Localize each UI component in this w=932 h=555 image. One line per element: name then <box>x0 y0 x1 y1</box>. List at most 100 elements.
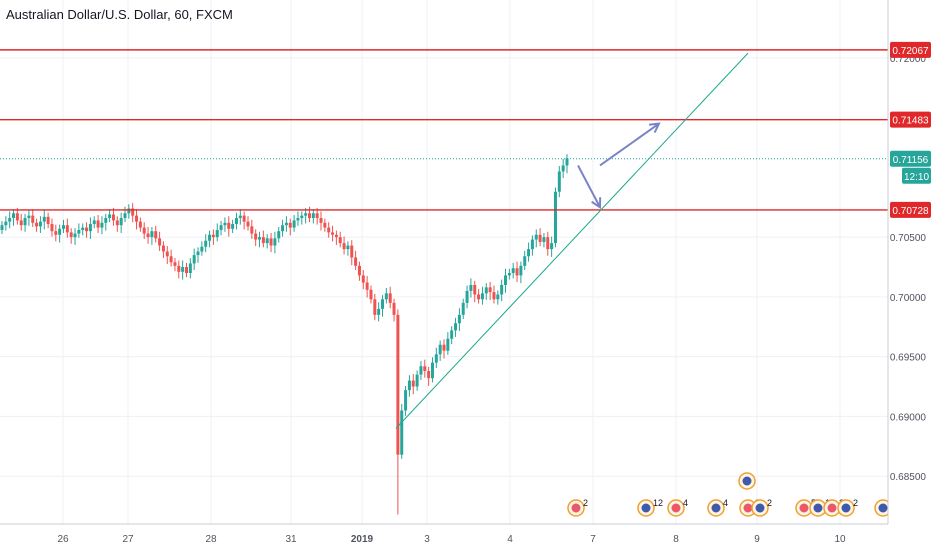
candle-body <box>46 216 50 225</box>
time-tick-label: 27 <box>122 534 134 545</box>
horizontal-levels <box>0 49 888 211</box>
candle-body <box>23 218 27 226</box>
countdown-label: 12:10 <box>904 172 929 183</box>
candle-body <box>181 267 185 272</box>
candle-body <box>192 255 196 264</box>
candle-body <box>31 215 35 223</box>
candle-body <box>304 213 308 216</box>
event-count-label: 2 <box>583 498 588 508</box>
candle-body <box>154 231 158 239</box>
candle-body <box>215 229 219 238</box>
price-tick-label: 0.70500 <box>890 233 927 244</box>
candle-body <box>454 323 458 331</box>
candle-body <box>484 287 488 294</box>
candle-body <box>419 366 423 375</box>
candle-body <box>465 290 469 303</box>
candle-body <box>319 218 323 223</box>
candle-body <box>504 275 508 285</box>
candle-body <box>457 314 461 324</box>
candle-body <box>511 268 515 274</box>
candle-body <box>469 284 473 291</box>
candle-body <box>119 218 123 226</box>
event-count-label: 2 <box>853 498 858 508</box>
candle-body <box>177 265 181 272</box>
candle-body <box>515 268 519 276</box>
candle-body <box>338 237 342 244</box>
candle-body <box>292 220 296 228</box>
candle-body <box>38 221 42 227</box>
candle-body <box>158 238 162 246</box>
time-tick-label: 10 <box>834 534 846 545</box>
candle-body <box>15 213 19 221</box>
candle-body <box>354 257 358 266</box>
candle-body <box>327 227 331 233</box>
event-count-label: 12 <box>653 498 663 508</box>
candle-body <box>477 294 481 300</box>
candle-body <box>100 222 104 228</box>
countdown-tag <box>902 167 931 184</box>
event-count-label: 2 <box>767 498 772 508</box>
candle-body <box>165 251 169 257</box>
time-tick-label: 2019 <box>351 534 374 545</box>
candle-body <box>296 218 300 221</box>
candle-body <box>311 213 315 219</box>
event-flag-icon <box>827 503 837 513</box>
candle-body <box>392 302 396 315</box>
arrow-head <box>591 197 602 210</box>
level-price-tag <box>890 201 931 218</box>
candle-body <box>496 294 500 300</box>
candle-body <box>69 232 73 238</box>
candle-body <box>331 232 335 235</box>
candle-body <box>231 224 235 229</box>
candle-body <box>42 216 46 222</box>
candle-body <box>142 227 146 234</box>
drawings <box>395 52 749 429</box>
candle-body <box>561 165 565 172</box>
candle-body <box>0 225 4 230</box>
price-tick-label: 0.69500 <box>890 353 927 364</box>
candle-body <box>81 227 85 230</box>
candle-body <box>265 238 269 244</box>
level-price-tag <box>890 41 931 58</box>
candle-body <box>507 273 511 276</box>
price-tick-label: 0.70000 <box>890 293 927 304</box>
candle-body <box>550 243 554 250</box>
candle-body <box>534 234 538 240</box>
candle-body <box>369 289 373 300</box>
candle-body <box>284 222 288 226</box>
level-price-tag <box>890 111 931 128</box>
event-count-label: 4 <box>723 498 728 508</box>
price-tick-label: 0.72000 <box>890 54 927 65</box>
candle-body <box>519 265 523 276</box>
time-tick-label: 26 <box>57 534 69 545</box>
candle-body <box>50 224 54 232</box>
candle-body <box>250 226 254 234</box>
candle-body <box>430 362 434 379</box>
price-axis: 0.72000 0.70500 0.70000 0.69500 0.69000 0.685… <box>887 0 932 550</box>
candle-body <box>542 237 546 242</box>
candle-body <box>553 191 557 244</box>
candle-body <box>346 245 350 250</box>
candle-body <box>384 293 388 300</box>
candle-body <box>407 380 411 391</box>
candle-body <box>473 284 477 295</box>
candle-body <box>273 238 277 246</box>
candle-body <box>108 214 112 219</box>
event-flag-icon <box>742 476 752 486</box>
time-tick-label: 7 <box>590 534 596 545</box>
event-badges: 212448251222 <box>567 472 892 517</box>
trendline <box>395 52 749 429</box>
candle-body <box>173 262 177 266</box>
candle-body <box>300 215 304 219</box>
candle-body <box>530 239 534 250</box>
event-flag-icon <box>571 503 581 513</box>
candle-body <box>277 231 281 239</box>
event-flag-icon <box>743 503 753 513</box>
candle-body <box>307 213 311 219</box>
candle-body <box>400 410 404 455</box>
current-price-tag <box>890 150 931 167</box>
candle-body <box>169 256 173 263</box>
candle-body <box>461 302 465 315</box>
